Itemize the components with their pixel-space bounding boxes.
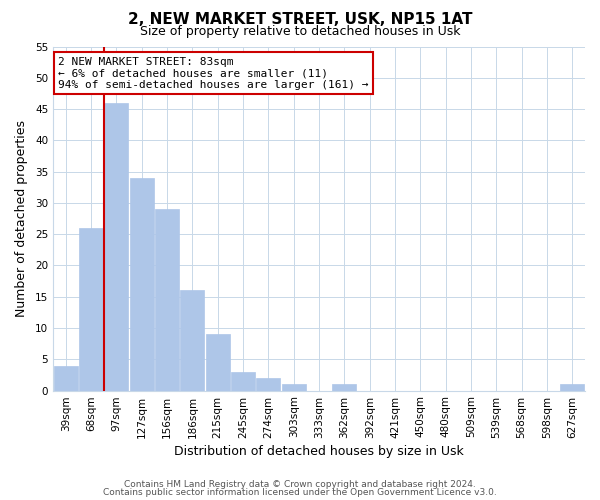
Bar [231, 372, 255, 390]
Bar [79, 228, 103, 390]
Bar [53, 366, 78, 390]
Text: Size of property relative to detached houses in Usk: Size of property relative to detached ho… [140, 25, 460, 38]
Bar [104, 103, 128, 391]
Y-axis label: Number of detached properties: Number of detached properties [15, 120, 28, 317]
Bar [181, 290, 205, 390]
Bar [130, 178, 154, 390]
Bar [332, 384, 356, 390]
Bar [281, 384, 306, 390]
Bar [206, 334, 230, 390]
Text: 2 NEW MARKET STREET: 83sqm
← 6% of detached houses are smaller (11)
94% of semi-: 2 NEW MARKET STREET: 83sqm ← 6% of detac… [58, 57, 369, 90]
Text: Contains HM Land Registry data © Crown copyright and database right 2024.: Contains HM Land Registry data © Crown c… [124, 480, 476, 489]
Text: 2, NEW MARKET STREET, USK, NP15 1AT: 2, NEW MARKET STREET, USK, NP15 1AT [128, 12, 472, 28]
Bar [155, 209, 179, 390]
X-axis label: Distribution of detached houses by size in Usk: Distribution of detached houses by size … [174, 444, 464, 458]
Bar [256, 378, 280, 390]
Bar [560, 384, 584, 390]
Text: Contains public sector information licensed under the Open Government Licence v3: Contains public sector information licen… [103, 488, 497, 497]
